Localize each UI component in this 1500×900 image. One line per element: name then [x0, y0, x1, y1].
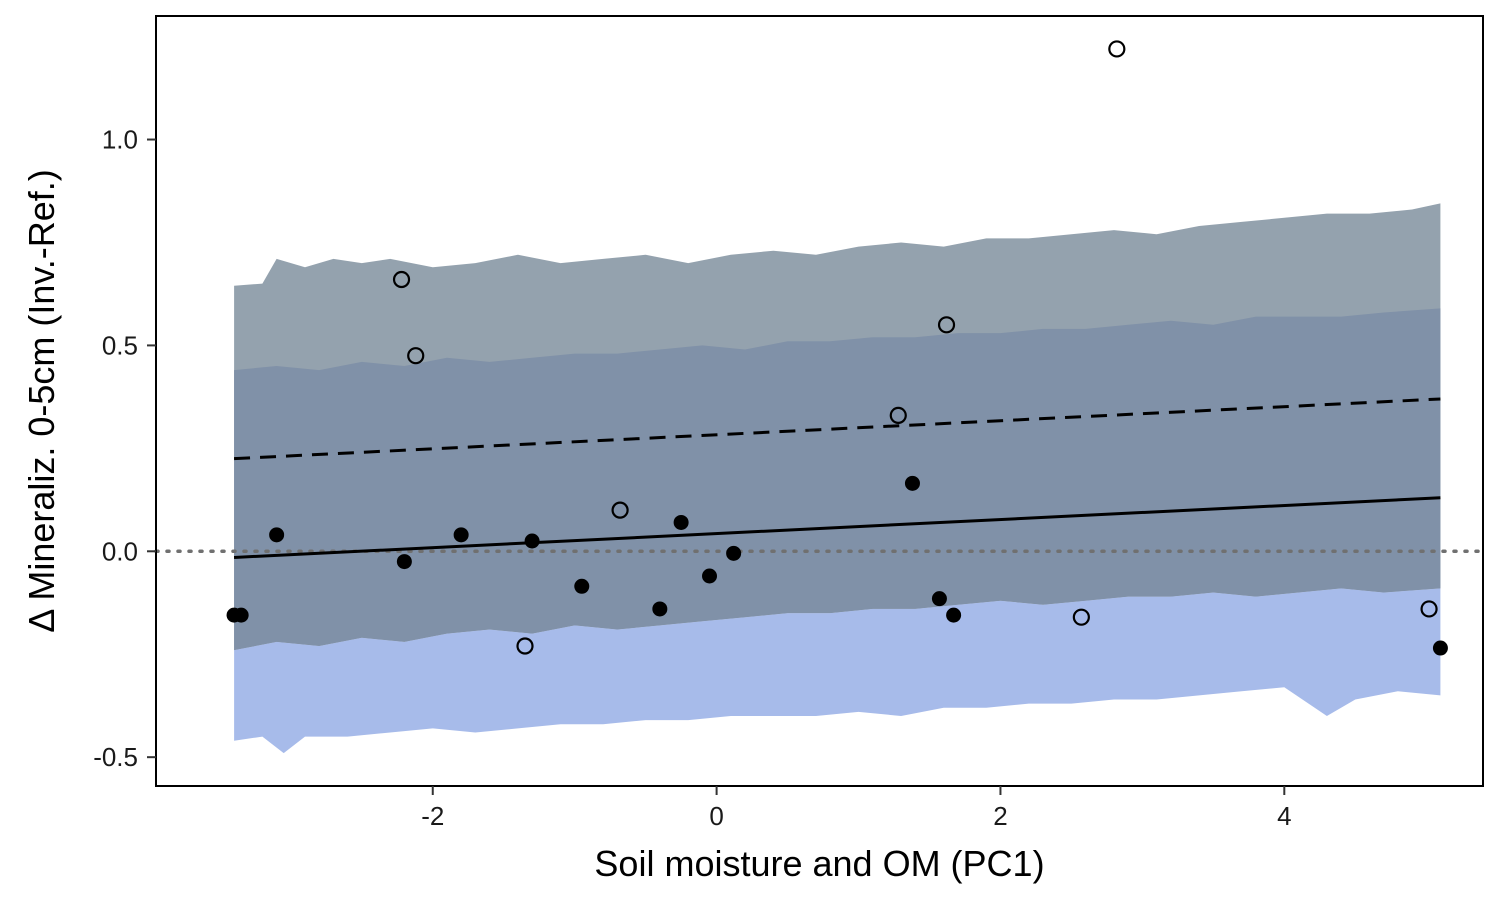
x-axis: -2 0 2 4: [421, 786, 1292, 831]
y-axis: -0.5 0.0 0.5 1.0: [93, 125, 156, 772]
data-point-filled: [652, 601, 668, 617]
x-tick-label: -2: [421, 801, 444, 831]
data-point-open: [1072, 608, 1090, 626]
data-point-filled: [702, 568, 718, 584]
data-points: [226, 40, 1448, 656]
data-point-open: [516, 637, 534, 655]
y-tick-label: 0.0: [102, 536, 138, 566]
data-point-filled: [233, 607, 249, 623]
data-point-open: [1108, 40, 1126, 58]
data-point-filled: [1432, 640, 1448, 656]
data-point-open: [889, 406, 907, 425]
data-point-filled: [453, 527, 469, 543]
data-point-filled: [726, 545, 742, 561]
x-tick-label: 4: [1277, 801, 1291, 831]
data-point-filled: [673, 514, 689, 530]
data-point-open: [407, 347, 425, 365]
data-point-open: [1420, 600, 1438, 618]
y-axis-title: Δ Mineraliz. 0-5cm (Inv.-Ref.): [21, 169, 62, 632]
data-point-open: [937, 316, 956, 334]
data-point-filled: [396, 554, 412, 570]
plot-frame: [155, 15, 1484, 787]
data-point-filled: [524, 533, 540, 549]
fit-lines: [233, 397, 1441, 559]
y-tick-label: 1.0: [102, 125, 138, 155]
confidence-bands: [234, 203, 1441, 754]
band-lower-blue: [234, 588, 1441, 754]
data-point-filled: [574, 578, 590, 594]
y-tick-label: -0.5: [93, 742, 138, 772]
data-point-open: [611, 501, 629, 519]
data-point-filled: [931, 591, 947, 607]
data-point-open: [392, 270, 411, 289]
fit-line-solid: [233, 496, 1441, 559]
x-tick-label: 0: [709, 801, 723, 831]
y-tick-label: 0.5: [102, 330, 138, 360]
data-point-filled: [269, 527, 285, 543]
data-point-filled: [904, 475, 920, 491]
x-tick-label: 2: [993, 801, 1007, 831]
fit-line-dashed: [233, 397, 1441, 461]
data-point-filled: [946, 607, 962, 623]
x-axis-title: Soil moisture and OM (PC1): [594, 843, 1044, 884]
band-inner: [234, 308, 1441, 651]
